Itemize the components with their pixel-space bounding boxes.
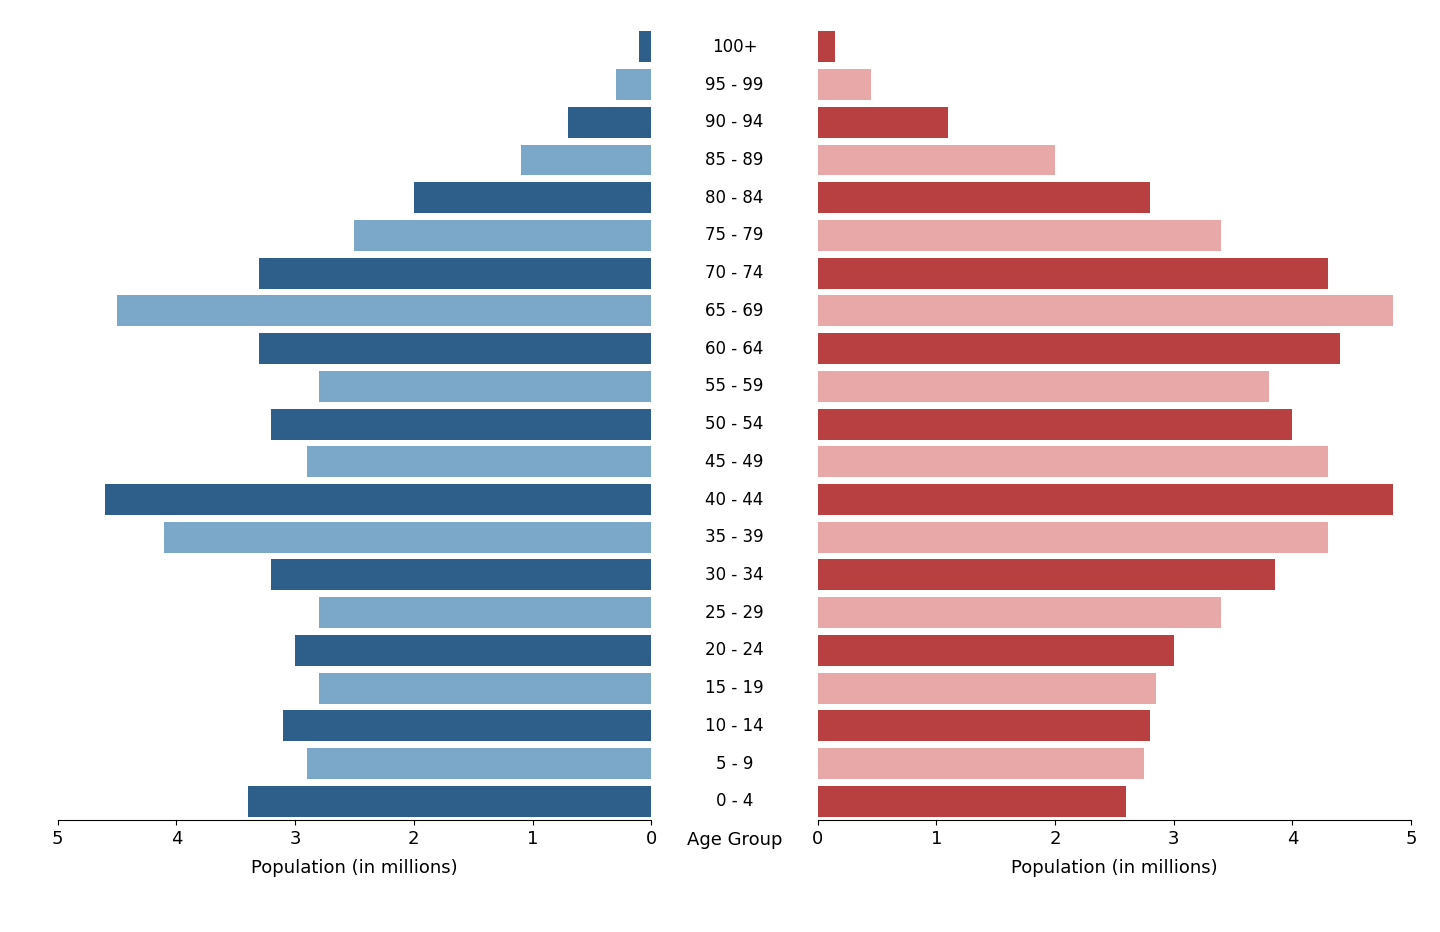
- Text: 20 - 24: 20 - 24: [706, 641, 763, 660]
- Text: 75 - 79: 75 - 79: [706, 226, 763, 244]
- Bar: [818, 107, 948, 138]
- Bar: [818, 333, 1341, 364]
- Bar: [413, 183, 651, 213]
- X-axis label: Population (in millions): Population (in millions): [251, 859, 458, 877]
- Bar: [318, 371, 651, 402]
- Text: 50 - 54: 50 - 54: [706, 415, 763, 433]
- Bar: [818, 446, 1328, 477]
- Bar: [818, 748, 1143, 779]
- Text: 15 - 19: 15 - 19: [706, 679, 763, 697]
- Text: 95 - 99: 95 - 99: [706, 75, 763, 93]
- Bar: [818, 559, 1274, 591]
- Bar: [354, 220, 651, 251]
- Bar: [818, 32, 835, 62]
- Text: 0 - 4: 0 - 4: [716, 792, 753, 810]
- Bar: [318, 597, 651, 628]
- Bar: [818, 710, 1151, 741]
- Text: 70 - 74: 70 - 74: [706, 264, 763, 282]
- Bar: [818, 371, 1269, 402]
- Bar: [818, 597, 1221, 628]
- Text: 60 - 64: 60 - 64: [706, 339, 763, 358]
- Bar: [818, 183, 1151, 213]
- Bar: [307, 446, 651, 477]
- Bar: [307, 748, 651, 779]
- Bar: [818, 220, 1221, 251]
- Bar: [248, 786, 651, 816]
- Bar: [164, 522, 651, 553]
- Bar: [117, 295, 651, 326]
- Bar: [318, 673, 651, 704]
- Bar: [818, 635, 1174, 665]
- Text: 90 - 94: 90 - 94: [706, 114, 763, 131]
- Text: 35 - 39: 35 - 39: [706, 528, 763, 546]
- Text: 100+: 100+: [711, 38, 757, 56]
- Bar: [271, 408, 651, 440]
- Bar: [818, 786, 1126, 816]
- Bar: [616, 69, 651, 100]
- Bar: [569, 107, 651, 138]
- Text: 85 - 89: 85 - 89: [706, 151, 763, 169]
- Bar: [818, 295, 1394, 326]
- Bar: [295, 635, 651, 665]
- Bar: [818, 408, 1293, 440]
- Text: 65 - 69: 65 - 69: [706, 302, 763, 320]
- Text: 55 - 59: 55 - 59: [706, 377, 763, 395]
- Bar: [284, 710, 651, 741]
- Bar: [818, 522, 1328, 553]
- Bar: [818, 484, 1394, 515]
- Bar: [818, 673, 1156, 704]
- Bar: [271, 559, 651, 591]
- Bar: [818, 258, 1328, 289]
- Text: 30 - 34: 30 - 34: [706, 566, 763, 584]
- Bar: [521, 144, 651, 175]
- Bar: [639, 32, 651, 62]
- Bar: [259, 258, 651, 289]
- Bar: [105, 484, 651, 515]
- X-axis label: Age Group: Age Group: [687, 831, 782, 849]
- Text: 25 - 29: 25 - 29: [706, 604, 763, 622]
- Bar: [259, 333, 651, 364]
- Text: 40 - 44: 40 - 44: [706, 490, 763, 509]
- Bar: [818, 144, 1056, 175]
- Text: 80 - 84: 80 - 84: [706, 188, 763, 207]
- Text: 5 - 9: 5 - 9: [716, 755, 753, 773]
- Bar: [818, 69, 871, 100]
- Text: 45 - 49: 45 - 49: [706, 453, 763, 471]
- Text: 10 - 14: 10 - 14: [706, 717, 763, 734]
- X-axis label: Population (in millions): Population (in millions): [1011, 859, 1218, 877]
